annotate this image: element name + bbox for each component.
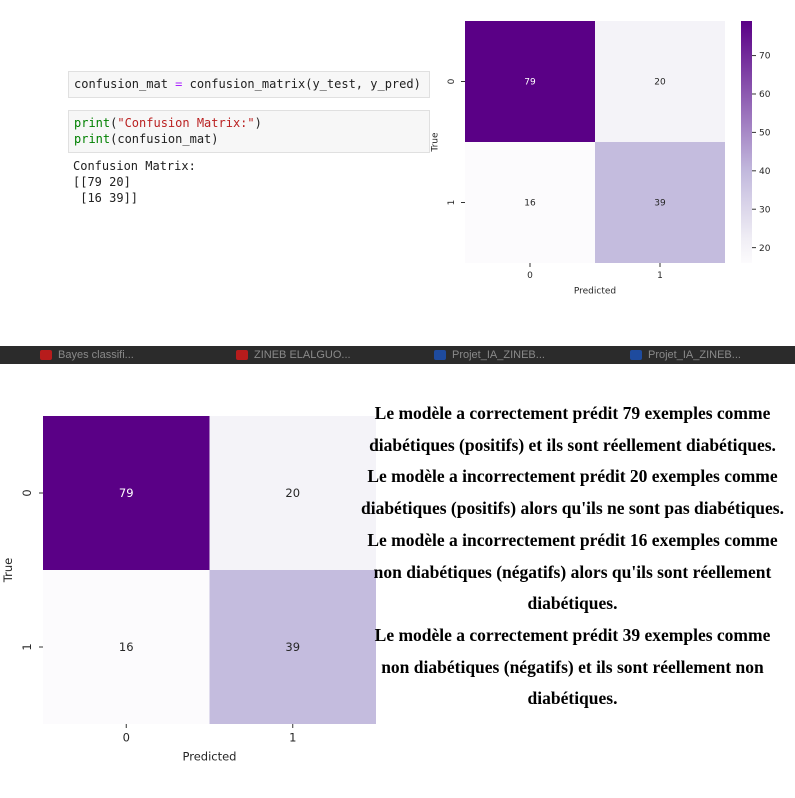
y-axis-label: True — [431, 132, 441, 153]
colorbar — [741, 21, 752, 263]
y-tick-label: 0 — [20, 489, 34, 496]
explanation-paragraph: Le modèle a correctement prédit 39 exemp… — [374, 624, 771, 709]
heatmap-cell — [595, 21, 725, 142]
taskbar-item-1[interactable]: Bayes classifi... — [40, 348, 134, 362]
heatmap-large: 79 20 16 39 0 1 0 1 Predicted True — [1, 416, 376, 763]
cell-value-label: 39 — [285, 640, 300, 654]
output-line-2: [[79 20] — [73, 175, 131, 189]
explanation-paragraph: Le modèle a correctement prédit 79 exemp… — [369, 403, 776, 455]
taskbar: Bayes classifi... ZINEB ELALGUO... Proje… — [0, 346, 795, 364]
code-operator: = — [175, 77, 183, 91]
pdf-icon — [40, 350, 52, 360]
colorbar-tick-label: 20 — [759, 244, 770, 254]
colorbar-tick-label: 60 — [759, 90, 770, 100]
code-print-fn: print — [74, 116, 111, 130]
cell-value-label: 20 — [654, 78, 666, 88]
heatmap-cell — [465, 21, 595, 142]
y-tick-label: 0 — [447, 78, 457, 84]
code-cell-confusion-matrix[interactable]: confusion_mat = confusion_matrix(y_test,… — [68, 71, 430, 98]
heatmap-cell — [209, 416, 376, 570]
y-tick-label: 1 — [20, 643, 34, 650]
code-call: confusion_matrix(y_test, y_pred) — [189, 77, 421, 91]
code-cell-print[interactable]: print("Confusion Matrix:") print(confusi… — [68, 110, 430, 153]
explanation-paragraph: Le modèle a incorrectement prédit 16 exe… — [367, 529, 778, 614]
taskbar-item-3[interactable]: Projet_IA_ZINEB... — [434, 348, 545, 362]
heatmap-cell — [465, 142, 595, 263]
x-tick-label: 0 — [123, 731, 130, 745]
colorbar-tick-label: 30 — [759, 205, 770, 215]
code-print-fn-2: print — [74, 132, 111, 146]
output-line-3: [16 39]] — [73, 191, 139, 205]
explanation-paragraph: Le modèle a incorrectement prédit 20 exe… — [360, 466, 784, 519]
colorbar-tick-label: 50 — [759, 129, 770, 139]
cell-value-label: 79 — [524, 78, 536, 88]
output-line-1: Confusion Matrix: — [73, 159, 196, 173]
word-icon — [630, 350, 642, 360]
code-var: confusion_mat — [74, 77, 168, 91]
colorbar-tick-label: 40 — [759, 167, 770, 177]
x-axis-label: Predicted — [183, 749, 237, 763]
heatmap-cell — [209, 570, 376, 724]
pdf-icon — [236, 350, 248, 360]
cell-value-label: 16 — [119, 640, 134, 654]
cell-value-label: 16 — [524, 199, 536, 209]
heatmap-small: 79 20 16 39 0 1 0 1 Predicted True 70 60 50 40 30 20 — [431, 21, 770, 297]
cell-output: Confusion Matrix: [[79 20] [16 39]] — [73, 158, 196, 206]
x-tick-label: 1 — [289, 731, 296, 745]
code-print-args: (confusion_mat) — [110, 132, 219, 146]
code-string: "Confusion Matrix:" — [117, 116, 255, 130]
heatmap-cell — [43, 570, 210, 724]
cell-value-label: 20 — [285, 486, 300, 500]
heatmap-cell — [595, 142, 725, 263]
explanation-text: Le modèle a correctement prédit 79 exemp… — [360, 398, 785, 715]
heatmap-cell — [43, 416, 210, 570]
x-tick-label: 1 — [657, 271, 663, 281]
y-axis-label: True — [1, 558, 15, 583]
word-icon — [434, 350, 446, 360]
x-axis-label: Predicted — [574, 287, 616, 297]
y-tick-label: 1 — [447, 200, 457, 206]
x-tick-label: 0 — [527, 271, 533, 281]
taskbar-item-4[interactable]: Projet_IA_ZINEB... — [630, 348, 741, 362]
cell-value-label: 79 — [119, 486, 134, 500]
taskbar-item-2[interactable]: ZINEB ELALGUO... — [236, 348, 351, 362]
cell-value-label: 39 — [654, 199, 666, 209]
colorbar-tick-label: 70 — [759, 52, 770, 62]
